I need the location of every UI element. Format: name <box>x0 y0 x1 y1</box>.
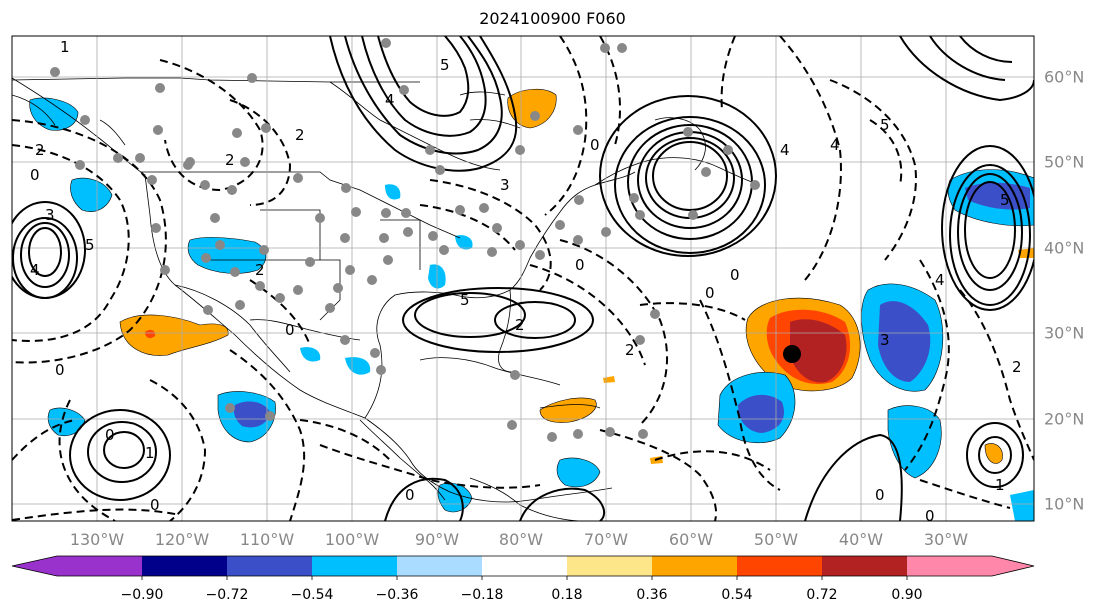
contour-label-0g: 0 <box>875 486 885 504</box>
colorbar-min-extend <box>12 556 57 576</box>
contour-label-2d: 2 <box>515 316 525 334</box>
contour-label-3: 3 <box>45 206 55 224</box>
lon-label-30w: 30°W <box>923 530 969 549</box>
contour-label-4c: 4 <box>780 141 790 159</box>
contour-label-0d: 0 <box>705 284 715 302</box>
contour-label-4d: 4 <box>830 136 840 154</box>
lat-label-60n: 60°N <box>1044 67 1085 87</box>
contour-label-5d: 5 <box>460 291 470 309</box>
colorbar-tick-label: −0.72 <box>205 587 249 603</box>
lat-label-20n: 20°N <box>1044 409 1085 429</box>
lon-label-70w: 70°W <box>583 530 629 549</box>
contour-label-3c: 3 <box>880 331 890 349</box>
contour-label-0f: 0 <box>150 496 160 514</box>
contour-label-5c: 5 <box>880 116 890 134</box>
solid-contours <box>12 36 1034 521</box>
contour-label-1b: 1 <box>145 444 155 462</box>
colorbar-tick-label: 0.36 <box>636 587 668 603</box>
colorbar-tick-label: 0.90 <box>891 587 923 603</box>
contour-label-4e: 4 <box>935 271 945 289</box>
contour-label-2f: 2 <box>255 261 265 279</box>
dashed-contours <box>12 36 1034 521</box>
lon-label-100w: 100°W <box>324 530 380 549</box>
colorbar <box>11 555 1035 580</box>
colorbar-tick-label: 0.18 <box>551 587 583 603</box>
colorbar-tick-label: 0.72 <box>806 587 838 603</box>
contour-label-1: 1 <box>60 38 70 56</box>
contour-label-0l: 0 <box>575 256 585 274</box>
contour-label-4b: 4 <box>385 91 395 109</box>
contour-label-5: 5 <box>85 236 95 254</box>
contour-label-0i: 0 <box>405 486 415 504</box>
lon-label-130w: 130°W <box>69 530 125 549</box>
shaded-anomalies <box>29 89 1034 521</box>
contour-label-0h: 0 <box>925 507 935 525</box>
contour-label-0j: 0 <box>55 361 65 379</box>
lat-label-30n: 30°N <box>1044 323 1085 343</box>
lon-label-50w: 50°W <box>753 530 799 549</box>
lon-label-90w: 90°W <box>414 530 460 549</box>
contour-labels: 1 2 3 4 5 0 4 5 2 3 4 5 4 0 0 2 5 2 3 5 … <box>30 38 1022 525</box>
contour-label-2b: 2 <box>295 126 305 144</box>
contour-label-0: 0 <box>30 166 40 184</box>
colorbar-tick-label: −0.54 <box>290 587 334 603</box>
lon-label-40w: 40°W <box>838 530 884 549</box>
contour-label-3b: 3 <box>500 176 510 194</box>
lon-label-80w: 80°W <box>498 530 544 549</box>
contour-label-2g: 2 <box>225 151 235 169</box>
lon-label-60w: 60°W <box>668 530 714 549</box>
lat-label-50n: 50°N <box>1044 152 1085 172</box>
lon-label-110w: 110°W <box>239 530 295 549</box>
lon-label-120w: 120°W <box>154 530 210 549</box>
contour-label-1c: 1 <box>995 476 1005 494</box>
contour-label-2e: 2 <box>1012 358 1022 376</box>
colorbar-tick-label: 0.54 <box>721 587 753 603</box>
colorbar-max-extend <box>992 556 1034 576</box>
storm-center-marker <box>783 345 801 363</box>
contour-label-0m: 0 <box>590 136 600 154</box>
contour-label-5e: 5 <box>1000 191 1010 209</box>
positive-anomaly-pacific <box>119 314 229 356</box>
map-frame <box>11 35 1035 522</box>
contour-label-4: 4 <box>30 261 40 279</box>
contour-label-5b: 5 <box>440 56 450 74</box>
contour-label-0e: 0 <box>105 426 115 444</box>
observation-dots <box>50 38 760 442</box>
colorbar-tick-label: −0.18 <box>460 587 504 603</box>
contour-label-2: 2 <box>35 141 45 159</box>
lat-label-10n: 10°N <box>1044 494 1085 514</box>
colorbar-tick-label: −0.36 <box>375 587 419 603</box>
lat-label-40n: 40°N <box>1044 238 1085 258</box>
map-title: 2024100900 F060 <box>479 9 626 28</box>
colorbar-tick-label: −0.90 <box>120 587 164 603</box>
contour-label-2c: 2 <box>625 341 635 359</box>
contour-label-0k: 0 <box>285 321 295 339</box>
contour-label-0c: 0 <box>730 266 740 284</box>
